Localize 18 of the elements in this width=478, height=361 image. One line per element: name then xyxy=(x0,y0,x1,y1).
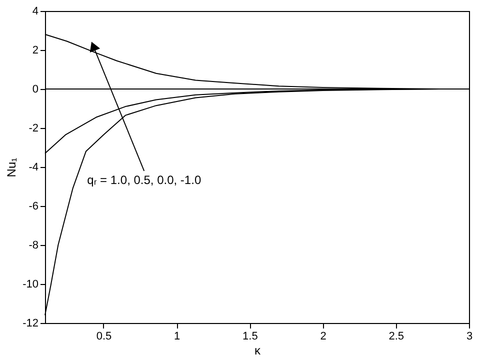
y-axis-title: Nu₁ xyxy=(4,158,19,178)
y-tick-label: 4 xyxy=(32,6,38,18)
annotation: qᵣ = 1.0, 0.5, 0.0, -1.0 xyxy=(87,172,202,187)
y-tick-label: 0 xyxy=(32,84,38,96)
x-tick-label: 1.5 xyxy=(242,330,258,342)
y-tick-label: -8 xyxy=(28,240,38,252)
y-tick-label: -6 xyxy=(28,200,38,212)
x-tick-label: 3 xyxy=(466,330,473,342)
y-tick-label: -10 xyxy=(22,278,38,290)
x-tick-label: 1 xyxy=(174,330,180,342)
x-tick-label: 0.5 xyxy=(96,330,112,342)
x-tick-label: 2.5 xyxy=(388,330,404,342)
y-tick-label: -12 xyxy=(22,318,38,330)
x-tick-label: 2 xyxy=(320,330,326,342)
x-axis-title: κ xyxy=(254,344,262,358)
y-tick-label: -2 xyxy=(28,122,38,134)
y-tick-label: -4 xyxy=(28,162,38,174)
y-tick-label: 2 xyxy=(32,44,38,56)
